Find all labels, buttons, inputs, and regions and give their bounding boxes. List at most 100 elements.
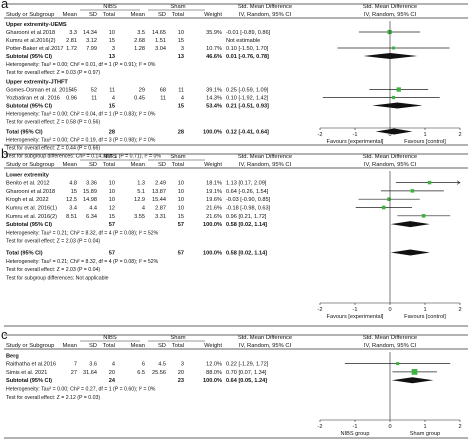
heterogeneity-0: Heterogeneity: Tau² = 0.21; Chi² = 8.32,…: [6, 230, 159, 236]
favours-right: Sham group: [410, 431, 440, 437]
subtotal-row-0-diamond: [391, 377, 434, 384]
study-row-0-2-mean1: 1.72: [66, 46, 77, 52]
study-row-0-1-sd1: 3.12: [86, 38, 97, 44]
subtotal-row-1-ci: 0.21 [-0.51, 0.93]: [226, 104, 269, 110]
study-row-0-0-n1: 4: [112, 362, 115, 368]
subtotal-row-0-diamond: [363, 53, 418, 59]
study-row-0-2-ci: 0.10 [-1.50, 1.70]: [226, 46, 269, 52]
x-tick-label-2: 0: [388, 424, 391, 430]
mean2-header: Mean: [130, 343, 145, 349]
study-row-0-2-mean2: 12.9: [134, 197, 145, 203]
study-row-0-1-n2: 20: [178, 370, 184, 376]
mean1-header: Mean: [62, 12, 77, 18]
study-row-0-1-sd2: 1.51: [155, 38, 166, 44]
total-heterogeneity: Heterogeneity: Tau² = 0.00; Chi² = 0.19,…: [6, 138, 156, 144]
sd1-header: SD: [89, 12, 97, 18]
study-row-0-1-ci: 0.70 [0.07, 1.34]: [226, 370, 267, 376]
sd2-header: SD: [158, 12, 166, 18]
total2-header: Total: [172, 162, 184, 168]
subgroup-differences: Test for subgroup differences: Not appli…: [6, 275, 109, 281]
study-row-1-0-ci: 0.25 [-0.59, 1.09]: [226, 88, 269, 94]
study-row-0-3-study: Kumru et al. 2016(1): [6, 206, 57, 212]
plot-header: Std. Mean Difference: [363, 4, 417, 10]
study-row-0-3-weight: 21.6%: [206, 206, 222, 212]
group1-header: NIBS: [103, 335, 117, 341]
study-row-0-0-point: [387, 29, 392, 35]
subgroup-title-0: Berg: [6, 353, 19, 359]
study-row-0-2-study: Potter-Baker et al.2017: [6, 46, 64, 52]
effect-header: Std. Mean Difference: [238, 335, 292, 341]
group2-header: Sham: [170, 154, 185, 160]
x-tick-label-3: 1: [423, 424, 426, 430]
effect-header: Std. Mean Difference: [238, 4, 292, 10]
study-row-0-2-point: [392, 46, 395, 50]
study-row-0-0-mean1: 7: [74, 362, 77, 368]
study-row-0-3-n2: 10: [178, 206, 184, 212]
study-row-0-1-sd2: 13.87: [152, 189, 166, 195]
total1-header: Total: [103, 343, 115, 349]
study-row-0-1-mean2: 2.68: [134, 38, 145, 44]
total-row-label: Total (95% CI): [6, 251, 43, 257]
subtotal-row-0-diamond: [390, 221, 430, 228]
total-row-weight: 100.0%: [203, 251, 222, 257]
x-tick-label-3: 1: [423, 132, 426, 138]
total1-header: Total: [103, 12, 115, 18]
group2-header: Sham: [170, 335, 185, 341]
study-row-0-0-n1: 10: [109, 30, 115, 36]
study-row-0-1-point: [411, 369, 418, 375]
study-row-0-1-n2: 10: [178, 189, 184, 195]
study-row-1-0-n1: 11: [109, 88, 115, 94]
panel-label: c: [1, 327, 8, 342]
total2-header: Total: [172, 12, 184, 18]
subtotal-row-0-weight: 100.0%: [203, 222, 222, 228]
study-row-0-3-mean1: 3.4: [69, 206, 77, 212]
study-row-0-1-n2: 15: [178, 38, 184, 44]
x-tick-label-1: -1: [353, 132, 358, 138]
total-overall-effect: Test for overall effect: Z = 2.03 (P = 0…: [6, 267, 100, 273]
study-row-1-0-sd2: 68: [160, 88, 166, 94]
study-row-0-2-sd2: 3.04: [155, 46, 166, 52]
study-row-0-4-study: Kumru et al. 2016(2): [6, 214, 57, 220]
group1-header: NIBS: [103, 4, 117, 10]
sd1-header: SD: [89, 343, 97, 349]
mean2-header: Mean: [130, 12, 145, 18]
subtotal-row-0-label: Subtotal (95% CI): [6, 54, 52, 60]
study-row-0-1-ci: Not estimable: [226, 38, 260, 44]
study-row-0-1-sd2: 25.56: [152, 370, 166, 376]
study-row-0-0-mean2: 6: [142, 362, 145, 368]
study-row-0-4-weight: 21.6%: [206, 214, 222, 220]
plot-header: Std. Mean Difference: [363, 335, 417, 341]
sd2-header: SD: [158, 162, 166, 168]
study-row-0-0-n1: 10: [109, 181, 115, 187]
study-row-0-4-mean1: 8.51: [66, 214, 77, 220]
study-row-0-0-sd1: 3.36: [86, 181, 97, 187]
study-row-1-1-mean1: 0.96: [66, 96, 77, 102]
study-row-1-1-mean2: 0.45: [134, 96, 145, 102]
favours-left: NIBS group: [341, 431, 370, 437]
study-row-1-0-n2: 11: [178, 88, 184, 94]
sd1-header: SD: [89, 162, 97, 168]
subtotal-row-0-n1: 13: [109, 54, 115, 60]
study-row-0-0-n2: 10: [178, 181, 184, 187]
study-row-0-2-mean2: 1.28: [134, 46, 145, 52]
overall-effect-0: Test for overall effect: Z = 2.12 (P = 0…: [6, 395, 100, 401]
study-row-1-1-study: Yozbatiran et al. 2016: [6, 96, 60, 102]
total-row-n1: 28: [109, 130, 115, 136]
subtotal-row-0-n2: 57: [178, 222, 184, 228]
study-row-0-2-n2: 10: [178, 197, 184, 203]
plot-sub-header: IV, Random, 95% CI: [364, 343, 417, 349]
study-row-0-1-mean1: 15: [71, 189, 77, 195]
study-row-0-2-sd2: 15.44: [152, 197, 166, 203]
study-row-0-3-sd2: 2.87: [155, 206, 166, 212]
x-tick-label-1: -1: [353, 424, 358, 430]
x-tick-label-3: 1: [423, 307, 426, 313]
study-row-0-1-mean1: 2.81: [66, 38, 77, 44]
x-tick-label-0: -2: [318, 307, 323, 313]
study-row-0-3-mean2: 4: [142, 206, 145, 212]
study-column-header: Study or Subgroup: [6, 162, 54, 168]
study-row-0-1-n1: 20: [109, 370, 115, 376]
subtotal-row-0-weight: 100.0%: [203, 378, 222, 384]
sd2-header: SD: [158, 343, 166, 349]
heterogeneity-0: Heterogeneity: Tau² = 0.00; Chi² = 0.01,…: [6, 62, 156, 68]
